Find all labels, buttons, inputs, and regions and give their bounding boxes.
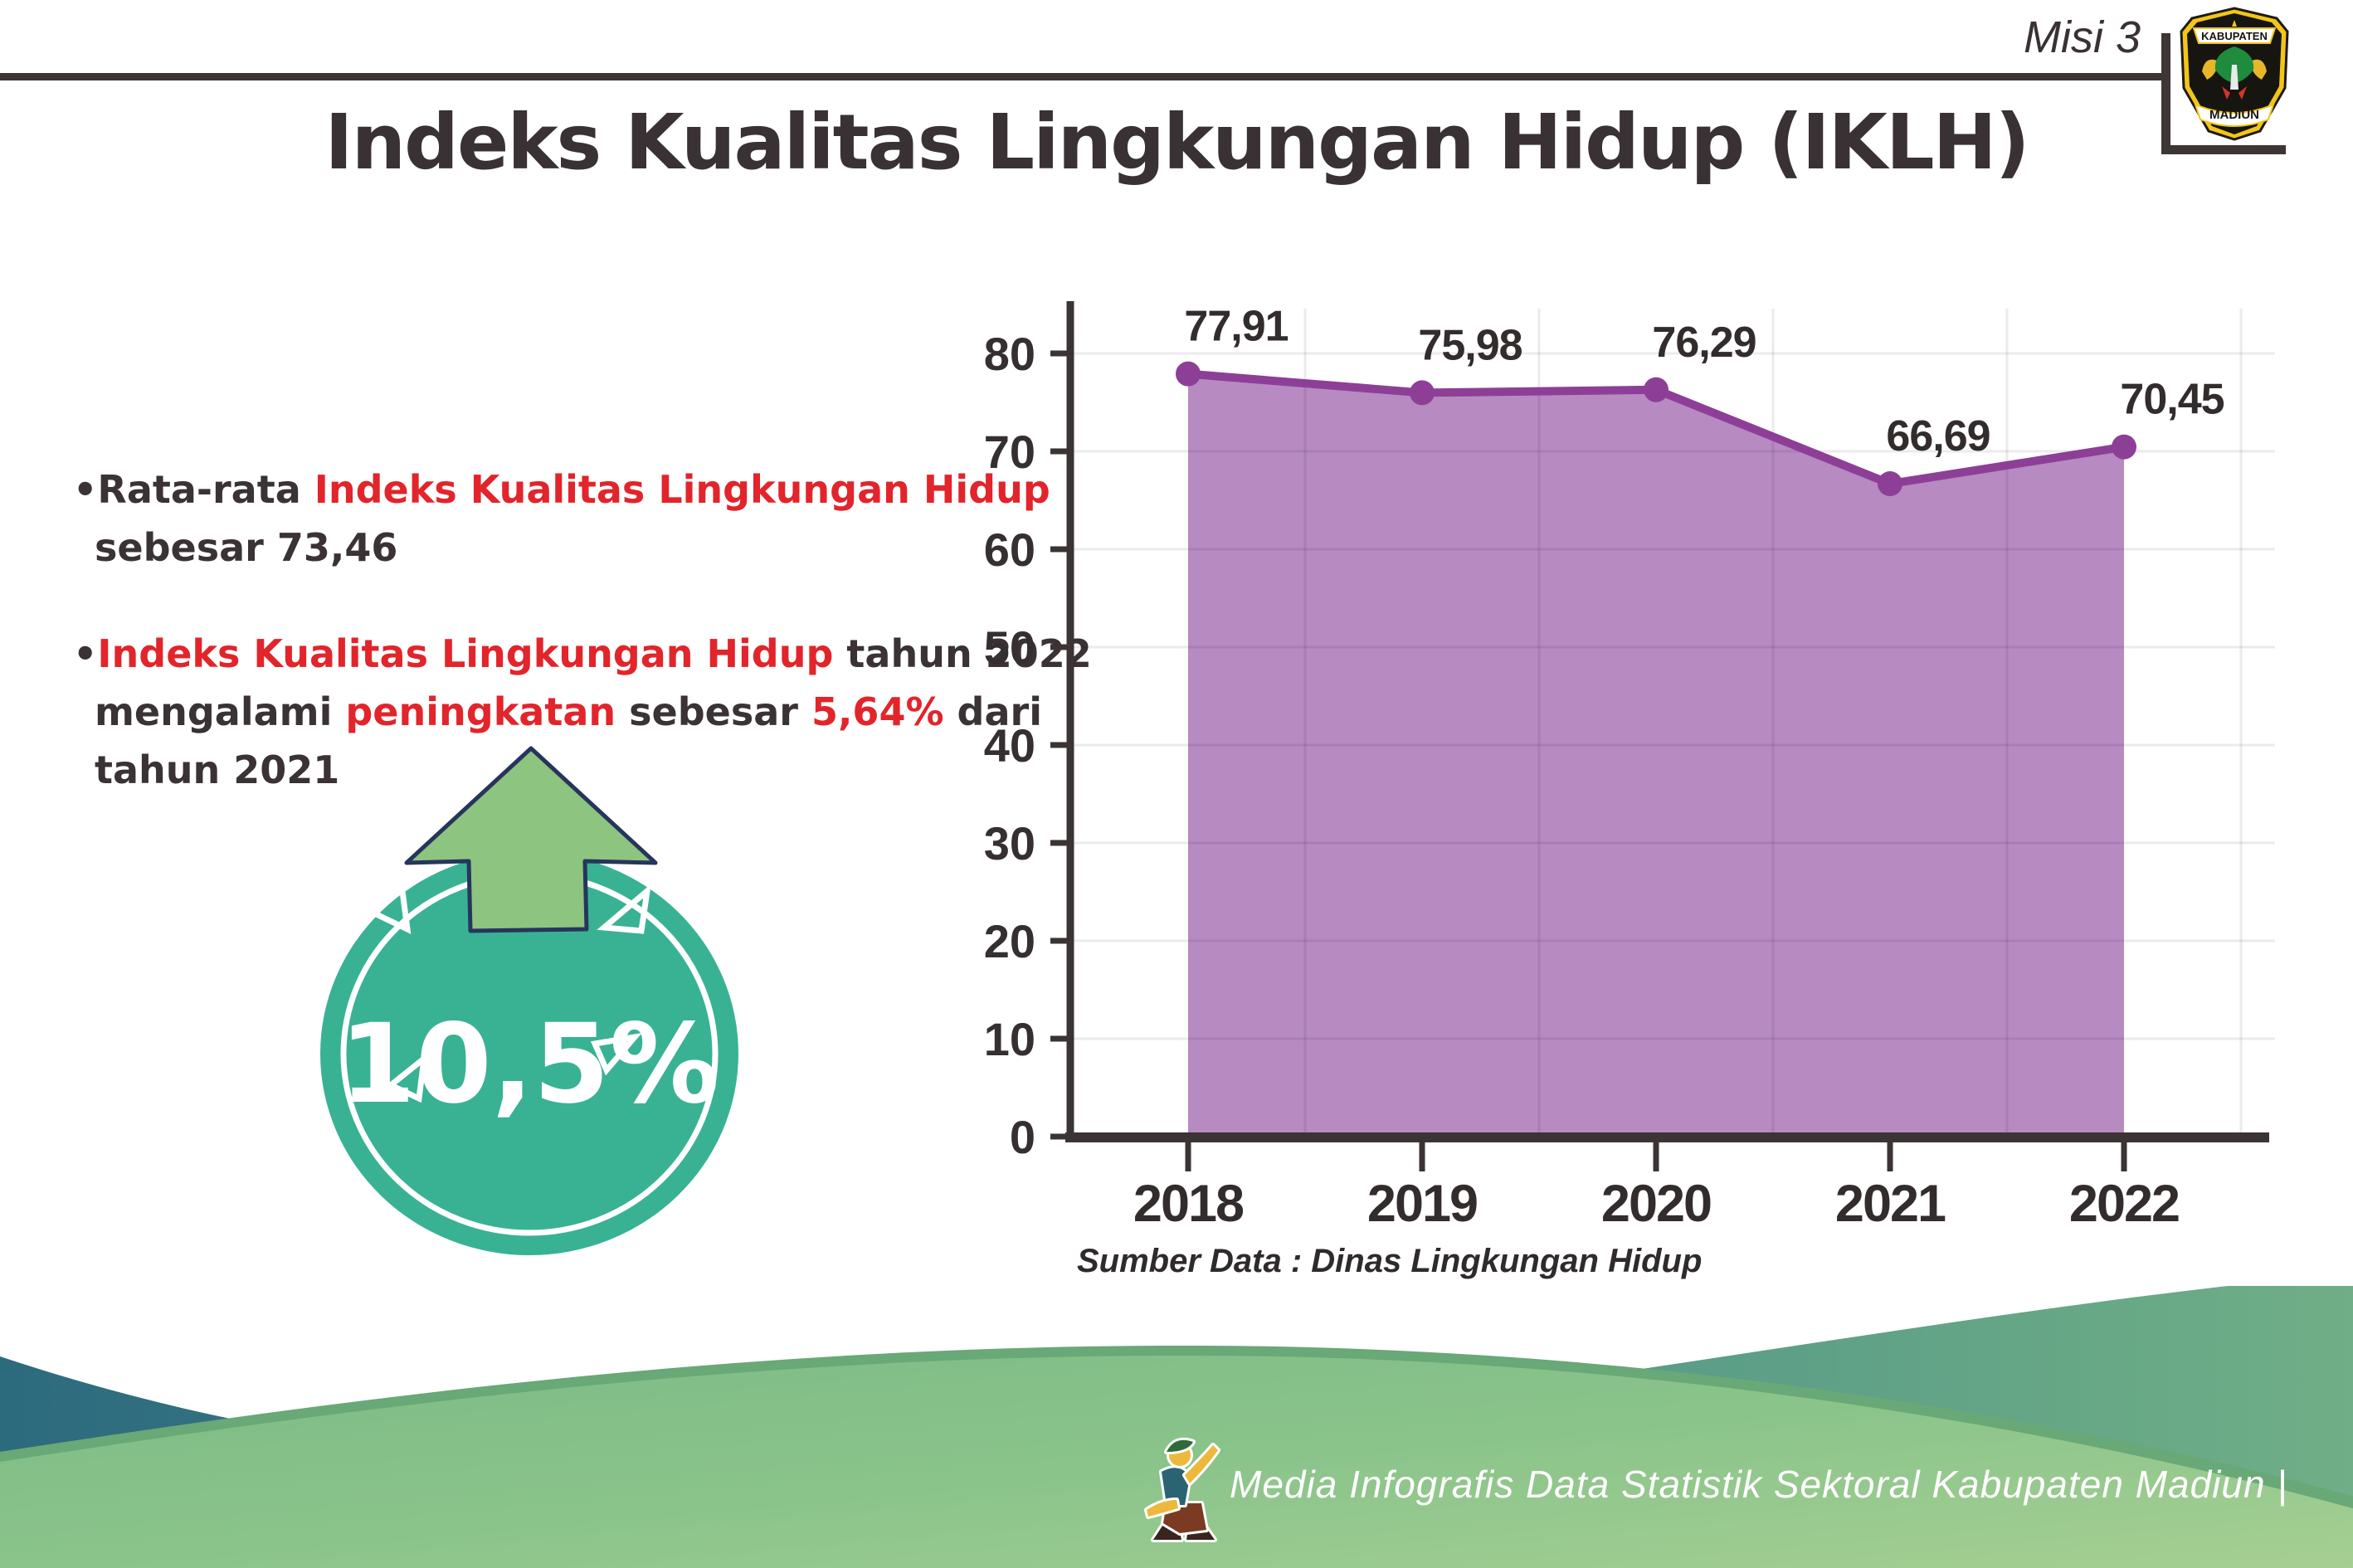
bullet-glyph: •: [73, 467, 98, 512]
bullet-increase-2022: •Indeks Kualitas Lingkungan Hidup tahun …: [73, 631, 1092, 792]
data-point: [1878, 471, 1902, 497]
data-point: [2112, 434, 2136, 460]
data-point: [1410, 380, 1435, 406]
page-title: Indeks Kualitas Lingkungan Hidup (IKLH): [324, 98, 2029, 187]
y-tick-label: 60: [984, 523, 1035, 576]
bullet-glyph: •: [73, 631, 98, 676]
x-tick-label: 2018: [1133, 1175, 1244, 1233]
sparkle-triangle-icon: [597, 884, 651, 934]
chart-source-note: Sumber Data : Dinas Lingkungan Hidup: [1077, 1243, 1703, 1279]
logo-top-text: KABUPATEN: [2201, 30, 2268, 42]
y-tick-label: 70: [984, 426, 1035, 478]
x-tick-label: 2021: [1835, 1175, 1946, 1233]
sparkle-triangle-icon: [385, 1051, 428, 1103]
bullet2-highlight: Indeks Kualitas Lingkungan Hidup: [97, 631, 834, 676]
area-fill: [1188, 373, 2124, 1137]
summary-bullets: •Rata-rata Indeks Kualitas Lingkungan Hi…: [73, 461, 1092, 848]
badge-circle: [320, 852, 738, 1255]
logo-left-wing-icon: [2202, 59, 2219, 80]
badge-value: 10,5%: [339, 1001, 719, 1128]
data-point: [1644, 377, 1669, 402]
x-tick-label: 2022: [2069, 1175, 2179, 1233]
data-point: [1176, 361, 1201, 387]
misi-label: Misi 3: [2023, 12, 2141, 62]
iklh-area-chart: 0 10 20 30 40 50 60 70 80 2018 2019 2020 2021 2022 77,…: [984, 301, 2275, 1233]
y-tick-label: 40: [984, 719, 1035, 772]
mascot-icon: [1144, 1437, 1220, 1542]
y-tick-label: 50: [984, 621, 1035, 674]
x-tick-label: 2019: [1367, 1175, 1477, 1233]
bullet2-highlight-2: peningkatan: [345, 689, 616, 734]
data-point-label: 66,69: [1886, 412, 1990, 460]
logo-bottom-text: MADIUN: [2209, 108, 2259, 122]
bullet1-highlight: Indeks Kualitas Lingkungan Hidup: [314, 467, 1050, 512]
increase-arrow-icon: [404, 746, 658, 933]
logo-right-wing-icon: [2250, 59, 2267, 80]
logo-star-icon: [2232, 20, 2237, 27]
logo-frame-horizontal: [2161, 145, 2286, 154]
logo-frame-vertical: [2161, 33, 2170, 154]
x-tick-label: 2020: [1601, 1175, 1711, 1233]
y-tick-label: 20: [984, 915, 1035, 967]
sparkle-triangle-icon: [590, 1032, 642, 1076]
footer-caption: Media Infografis Data Statistik Sektoral…: [1230, 1463, 2288, 1506]
bullet1-text: Rata-rata: [97, 467, 314, 512]
data-point-label: 75,98: [1418, 321, 1522, 369]
percentage-badge: 10,5%: [320, 746, 738, 1255]
data-point-label: 76,29: [1652, 319, 1756, 367]
bullet1-text-2: sebesar 73,46: [95, 524, 398, 570]
bullet2-text: tahun 2022: [833, 631, 1092, 676]
y-tick-label: 30: [984, 817, 1035, 869]
data-point-label: 77,91: [1184, 303, 1288, 351]
y-tick-label: 0: [1010, 1111, 1035, 1163]
sparkle-triangle-icon: [357, 886, 412, 934]
data-point-label: 70,45: [2120, 376, 2224, 424]
bullet2-percent: 5,64%: [811, 689, 944, 734]
kabupaten-madiun-logo: KABUPATEN MADIUN: [2180, 7, 2289, 141]
bullet-average-iklh: •Rata-rata Indeks Kualitas Lingkungan Hi…: [73, 461, 1092, 577]
y-tick-label: 10: [984, 1013, 1035, 1065]
header-rule: [0, 73, 2163, 80]
y-tick-label: 80: [984, 328, 1035, 380]
